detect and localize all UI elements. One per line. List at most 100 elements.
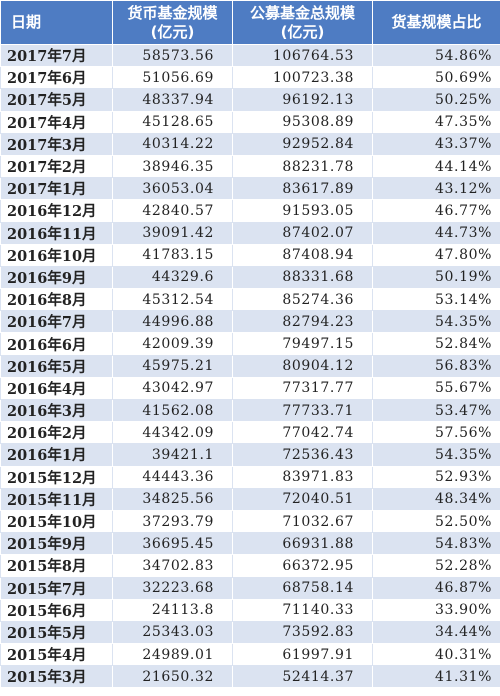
row-date: 2017年7月 — [0, 43, 113, 68]
row-date: 2016年7月 — [0, 310, 113, 334]
row-money-fund: 34702.83 — [112, 554, 233, 578]
row-money-fund: 24113.8 — [112, 598, 233, 622]
row-money-fund: 45128.65 — [112, 110, 233, 134]
row-ratio: 43.37% — [372, 132, 500, 156]
row-ratio: 52.93% — [372, 465, 500, 489]
row-total-fund: 88331.68 — [232, 265, 373, 290]
row-total-fund: 96192.13 — [232, 88, 373, 112]
row-money-fund: 25343.03 — [112, 620, 233, 645]
row-total-fund: 92952.84 — [232, 132, 373, 156]
row-date: 2016年5月 — [0, 354, 113, 378]
row-total-fund: 79497.15 — [232, 332, 373, 356]
row-date: 2016年3月 — [0, 398, 113, 423]
row-money-fund: 39421.1 — [112, 443, 233, 467]
table-row: 2015年8月 34702.83 66372.95 52.28% — [0, 554, 500, 578]
row-ratio: 54.35% — [372, 310, 500, 334]
row-money-fund: 36053.04 — [112, 177, 233, 201]
row-total-fund: 87402.07 — [232, 221, 373, 245]
table-row: 2015年9月 36695.45 66931.88 54.83% — [0, 532, 500, 556]
table-row: 2015年12月 44443.36 83971.83 52.93% — [0, 465, 500, 489]
row-total-fund: 73592.83 — [232, 620, 373, 645]
row-date: 2015年11月 — [0, 487, 113, 511]
row-date: 2017年6月 — [0, 66, 113, 90]
row-total-fund: 95308.89 — [232, 110, 373, 134]
row-ratio: 56.83% — [372, 354, 500, 378]
row-total-fund: 83617.89 — [232, 177, 373, 201]
row-total-fund: 85274.36 — [232, 288, 373, 312]
row-money-fund: 37293.79 — [112, 509, 233, 534]
row-ratio: 47.80% — [372, 243, 500, 267]
row-total-fund: 72536.43 — [232, 443, 373, 467]
table-row: 2016年8月 45312.54 85274.36 53.14% — [0, 288, 500, 312]
row-date: 2015年5月 — [0, 620, 113, 645]
row-date: 2015年12月 — [0, 465, 113, 489]
table-row: 2017年2月 38946.35 88231.78 44.14% — [0, 154, 500, 179]
row-ratio: 53.47% — [372, 398, 500, 423]
row-date: 2016年1月 — [0, 443, 113, 467]
header-ratio: 货基规模占比 — [372, 0, 500, 45]
table-row: 2016年6月 42009.39 79497.15 52.84% — [0, 332, 500, 356]
table-body: 2017年7月 58573.56 106764.53 54.86% 2017年6月 510… — [0, 43, 500, 689]
row-total-fund: 100723.38 — [232, 66, 373, 90]
row-date: 2015年6月 — [0, 598, 113, 622]
row-money-fund: 32223.68 — [112, 576, 233, 600]
row-date: 2016年6月 — [0, 332, 113, 356]
row-date: 2016年11月 — [0, 221, 113, 245]
row-ratio: 57.56% — [372, 421, 500, 445]
row-ratio: 50.25% — [372, 88, 500, 112]
table-row: 2017年1月 36053.04 83617.89 43.12% — [0, 177, 500, 201]
row-ratio: 47.35% — [372, 110, 500, 134]
header-money-fund-title: 货币基金规模 — [127, 3, 218, 22]
row-ratio: 34.44% — [372, 620, 500, 645]
table-row: 2017年6月 51056.69 100723.38 50.69% — [0, 66, 500, 90]
row-ratio: 54.35% — [372, 443, 500, 467]
row-total-fund: 71032.67 — [232, 509, 373, 534]
row-money-fund: 36695.45 — [112, 532, 233, 556]
row-ratio: 52.28% — [372, 554, 500, 578]
row-total-fund: 77733.71 — [232, 398, 373, 423]
row-ratio: 50.19% — [372, 265, 500, 290]
row-date: 2016年8月 — [0, 288, 113, 312]
row-date: 2015年8月 — [0, 554, 113, 578]
row-money-fund: 24989.01 — [112, 643, 233, 667]
row-ratio: 41.31% — [372, 665, 500, 689]
row-money-fund: 45975.21 — [112, 354, 233, 378]
row-money-fund: 43042.97 — [112, 376, 233, 401]
row-money-fund: 41783.15 — [112, 243, 233, 267]
row-date: 2016年10月 — [0, 243, 113, 267]
row-date: 2016年9月 — [0, 265, 113, 290]
row-total-fund: 106764.53 — [232, 43, 373, 68]
row-money-fund: 44329.6 — [112, 265, 233, 290]
table-row: 2015年11月 34825.56 72040.51 48.34% — [0, 487, 500, 511]
row-date: 2017年3月 — [0, 132, 113, 156]
row-date: 2015年7月 — [0, 576, 113, 600]
row-date: 2017年2月 — [0, 154, 113, 179]
row-money-fund: 44342.09 — [112, 421, 233, 445]
row-money-fund: 51056.69 — [112, 66, 233, 90]
table-row: 2017年5月 48337.94 96192.13 50.25% — [0, 88, 500, 112]
row-money-fund: 48337.94 — [112, 88, 233, 112]
table-row: 2016年12月 42840.57 91593.05 46.77% — [0, 199, 500, 223]
header-money-fund-unit: (亿元) — [150, 22, 195, 41]
table-row: 2017年4月 45128.65 95308.89 47.35% — [0, 110, 500, 134]
row-date: 2015年9月 — [0, 532, 113, 556]
row-date: 2017年1月 — [0, 177, 113, 201]
row-ratio: 53.14% — [372, 288, 500, 312]
table-row: 2016年3月 41562.08 77733.71 53.47% — [0, 398, 500, 423]
header-total-fund-title: 公募基金总规模 — [249, 3, 355, 22]
row-total-fund: 83971.83 — [232, 465, 373, 489]
row-ratio: 46.87% — [372, 576, 500, 600]
header-total-fund: 公募基金总规模 (亿元) — [232, 0, 373, 45]
row-ratio: 52.50% — [372, 509, 500, 534]
row-total-fund: 72040.51 — [232, 487, 373, 511]
row-total-fund: 91593.05 — [232, 199, 373, 223]
row-money-fund: 38946.35 — [112, 154, 233, 179]
row-money-fund: 39091.42 — [112, 221, 233, 245]
row-date: 2015年10月 — [0, 509, 113, 534]
row-date: 2016年12月 — [0, 199, 113, 223]
row-money-fund: 44443.36 — [112, 465, 233, 489]
row-money-fund: 40314.22 — [112, 132, 233, 156]
row-date: 2016年4月 — [0, 376, 113, 401]
row-ratio: 54.86% — [372, 43, 500, 68]
